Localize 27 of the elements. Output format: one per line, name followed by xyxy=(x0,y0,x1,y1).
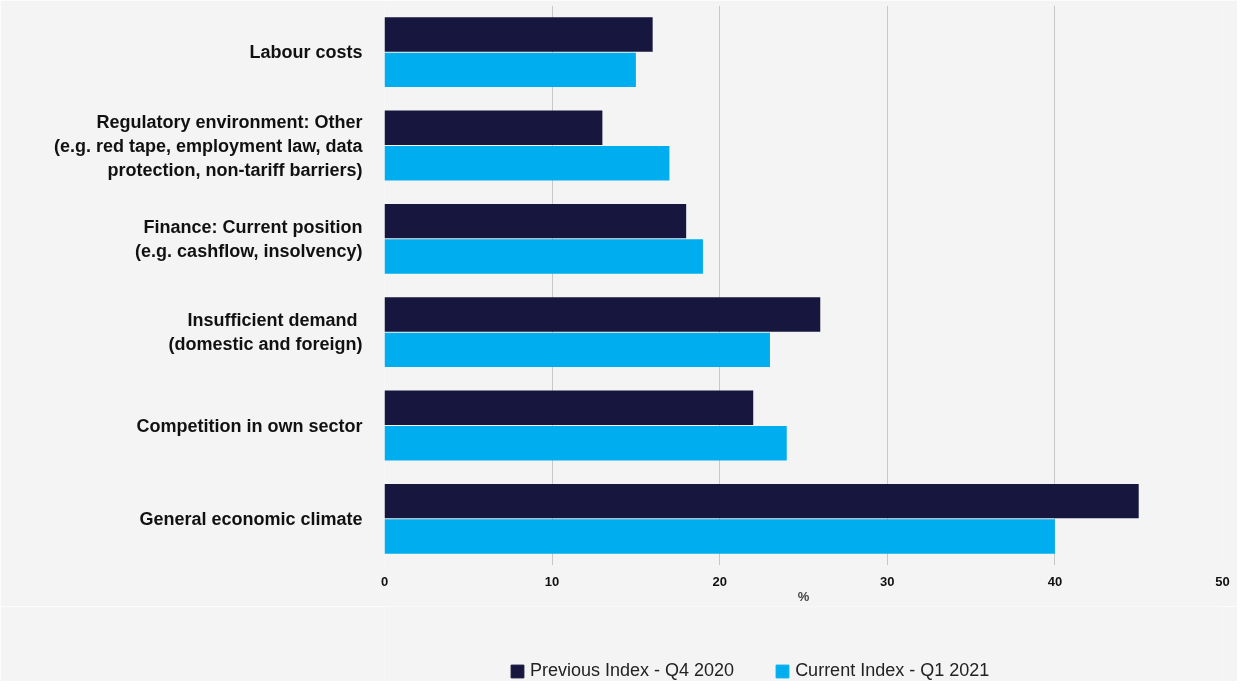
bar xyxy=(384,239,703,274)
y-tick-label: General economic climate xyxy=(139,508,363,529)
x-tick-label: 20 xyxy=(712,573,727,589)
x-axis-title: % xyxy=(797,588,810,604)
x-tick-label: 40 xyxy=(1047,573,1063,589)
bar xyxy=(384,332,770,368)
y-tick-label: Finance: Current position (e.g. cashflow, insolvency) xyxy=(135,216,363,261)
x-tick-label: 10 xyxy=(544,573,560,589)
bar xyxy=(384,426,787,461)
bar xyxy=(384,17,653,52)
bar xyxy=(384,297,821,332)
y-tick-label: Competition in own sector xyxy=(136,415,363,436)
y-tick-label: Insufficient demand (domestic and foreign) xyxy=(168,310,363,355)
legend-label: Previous Index - Q4 2020 xyxy=(530,660,735,681)
bar xyxy=(384,390,754,425)
bar xyxy=(384,483,1139,519)
y-tick-label: Regulatory environment: Other (e.g. red tape, employment law, data protection, non-tariff barriers) xyxy=(54,111,364,180)
x-tick-label: 0 xyxy=(380,573,389,589)
legend-label: Current Index - Q1 2021 xyxy=(795,660,990,681)
x-tick-label: 50 xyxy=(1215,573,1230,589)
bar xyxy=(384,519,1055,554)
bar xyxy=(384,146,670,181)
x-tick-label: 30 xyxy=(880,573,895,589)
bar xyxy=(384,110,603,145)
y-tick-label: Labour costs xyxy=(249,42,363,63)
bar xyxy=(384,52,636,88)
bar xyxy=(384,203,687,239)
